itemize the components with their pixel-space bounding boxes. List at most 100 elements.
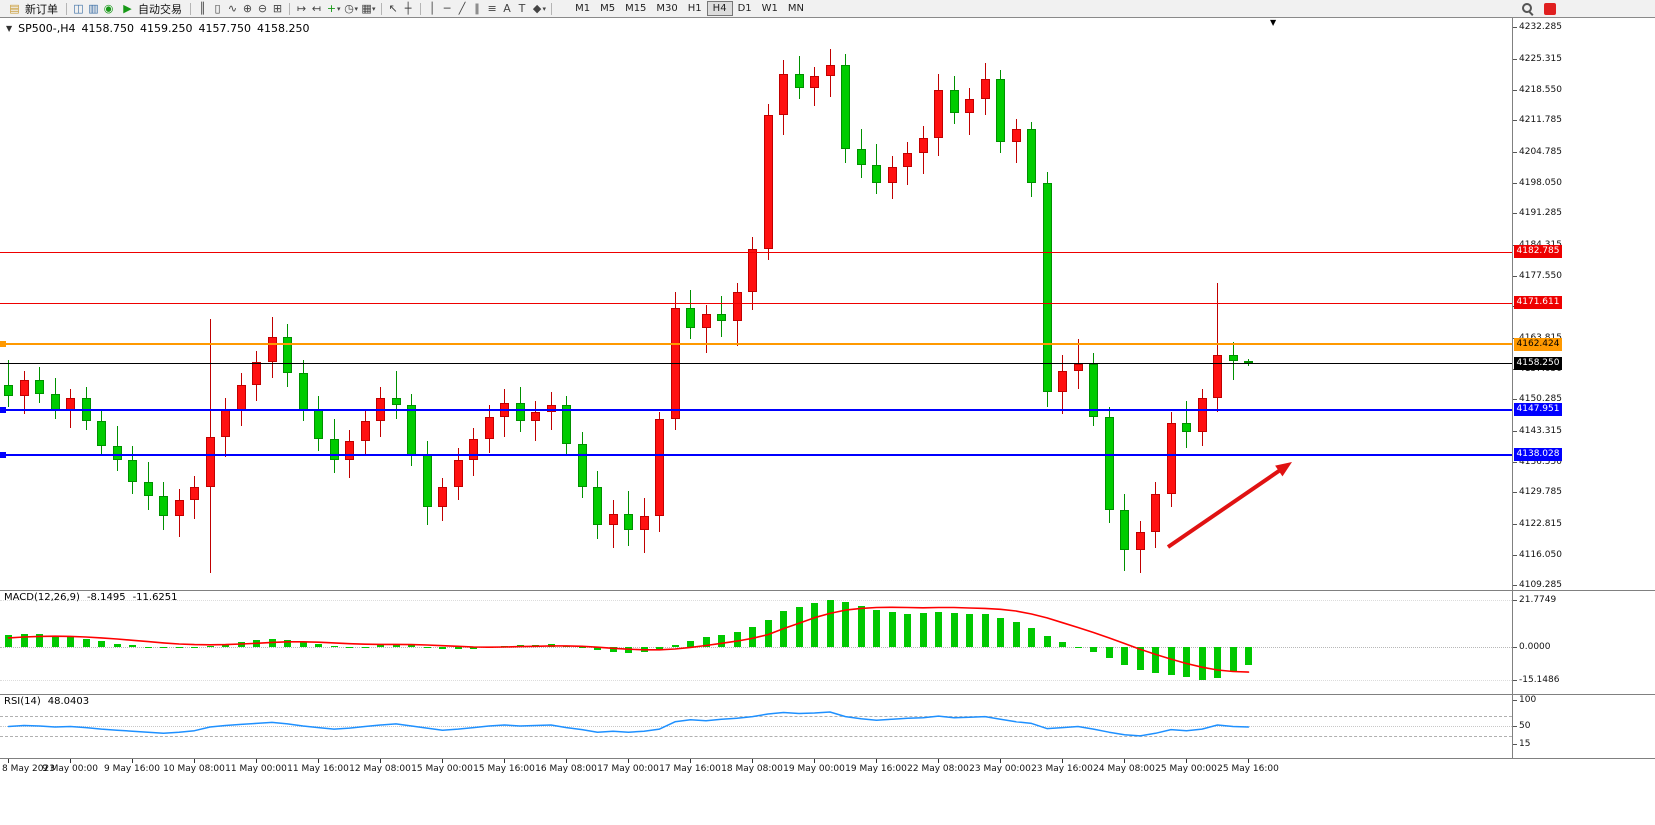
fibonacci-icon[interactable]: ≡ (487, 2, 497, 15)
price-line-label[interactable]: 4158.250 (1514, 356, 1562, 370)
candle-body (546, 405, 556, 412)
x-axis-tick (566, 759, 567, 763)
shapes-icon[interactable]: ◆ (532, 2, 542, 15)
candle-wick (1232, 341, 1234, 381)
price-line-left-marker[interactable] (0, 451, 6, 458)
timeframe-button-mn[interactable]: MN (787, 3, 804, 14)
auto-scroll-icon[interactable]: ↦ (296, 2, 307, 15)
price-line[interactable] (0, 343, 1512, 346)
trendline-icon[interactable]: ╱ (458, 2, 466, 15)
price-line-label[interactable]: 4138.028 (1514, 448, 1562, 462)
zoom-out-icon[interactable]: ⊖ (257, 2, 268, 15)
candle-body (1213, 355, 1222, 399)
y-axis-label: 4129.785 (1519, 487, 1562, 498)
price-line[interactable] (0, 302, 1512, 304)
crosshair-icon[interactable]: ┼ (404, 2, 412, 15)
rsi-level-line (0, 726, 1512, 727)
macd-histogram-bar (408, 645, 415, 647)
vertical-line-icon[interactable]: │ (428, 2, 436, 15)
horizontal-line-icon[interactable]: ─ (443, 2, 451, 15)
search-icon[interactable] (1521, 2, 1534, 15)
candle-wick (1217, 282, 1218, 412)
trend-arrow-head[interactable] (1275, 462, 1292, 477)
notification-badge-icon[interactable] (1544, 2, 1556, 15)
timeframe-button-h1[interactable]: H1 (687, 3, 702, 14)
templates-icon[interactable]: ▦ (361, 2, 372, 15)
macd-signal-value: -11.6251 (132, 592, 178, 603)
bar-chart-icon[interactable]: ║ (199, 2, 206, 15)
y-axis-label: 4204.785 (1519, 147, 1562, 158)
shapes-dropdown-caret[interactable]: ▾ (542, 4, 547, 13)
candle-body (329, 439, 339, 460)
timeframe-button-m1[interactable]: M1 (575, 3, 591, 14)
macd-histogram-bar (1059, 642, 1066, 647)
candle-body (236, 384, 246, 410)
candle-body (887, 167, 897, 183)
chart-window-icon[interactable]: ◫ (73, 2, 84, 15)
macd-histogram-bar (594, 647, 601, 651)
time-axis-line[interactable] (0, 758, 1655, 759)
macd-histogram-bar (811, 603, 818, 647)
trend-arrow-shaft[interactable] (1166, 467, 1284, 549)
new-order-button[interactable]: ▤ 新订单 (3, 1, 62, 16)
price-line-label[interactable]: 4147.951 (1514, 403, 1562, 417)
price-line-label[interactable]: 4162.424 (1514, 337, 1562, 351)
auto-trading-icon: ▶ (123, 2, 132, 15)
x-axis-label: 15 May 16:00 (473, 764, 535, 774)
macd-histogram-bar (966, 614, 973, 647)
timeframe-button-w1[interactable]: W1 (761, 3, 778, 14)
chart-shift-icon[interactable]: ↤ (311, 2, 322, 15)
candle-body (918, 137, 928, 154)
candle-body (949, 89, 959, 113)
price-line-label[interactable]: 4182.785 (1514, 245, 1562, 259)
price-line[interactable] (0, 408, 1512, 411)
periods-dropdown-caret[interactable]: ▾ (354, 4, 359, 13)
ohlc-high: 4159.250 (140, 22, 193, 35)
x-axis-label: 19 May 00:00 (783, 764, 845, 774)
candle-wick (395, 371, 397, 419)
timeframe-button-m30[interactable]: M30 (656, 3, 678, 14)
timeframe-button-m15[interactable]: M15 (625, 3, 647, 14)
candle-body (608, 514, 618, 526)
channel-icon[interactable]: ∥ (474, 2, 480, 15)
price-line-left-marker[interactable] (0, 406, 6, 413)
tile-windows-icon[interactable]: ⊞ (272, 2, 283, 15)
price-line[interactable] (0, 453, 1512, 456)
periods-icon[interactable]: ◷ (344, 2, 354, 15)
candle-body (283, 337, 292, 374)
macd-histogram-bar (1136, 647, 1144, 670)
candlestick-chart-icon[interactable]: ▯ (214, 2, 221, 15)
price-line[interactable] (0, 363, 1512, 365)
chart-shift-marker-icon[interactable]: ▼ (1270, 18, 1277, 27)
pane-separator[interactable] (0, 590, 1655, 591)
indicator-dropdown-caret[interactable]: ▾ (337, 4, 341, 13)
line-chart-icon[interactable]: ∿ (227, 2, 238, 15)
macd-label-row: MACD(12,26,9) -8.1495 -11.6251 (4, 592, 178, 603)
price-line-left-marker[interactable] (0, 341, 6, 348)
candle-body (965, 99, 974, 113)
macd-histogram-bar (253, 640, 260, 647)
label-tool-icon[interactable]: T (518, 2, 526, 15)
timeframe-button-d1[interactable]: D1 (737, 3, 752, 14)
one-click-trading-toggle[interactable]: ▼ (6, 24, 13, 33)
timeframe-button-m5[interactable]: M5 (600, 3, 616, 14)
profile-icon[interactable]: ▥ (88, 2, 99, 15)
refresh-icon[interactable]: ◉ (103, 2, 114, 15)
templates-dropdown-caret[interactable]: ▾ (372, 4, 376, 13)
pane-separator[interactable] (0, 694, 1655, 695)
macd-histogram-bar (67, 637, 74, 647)
ohlc-low: 4157.750 (198, 22, 252, 35)
macd-histogram-bar (640, 647, 648, 653)
candle-body (1104, 416, 1114, 510)
cursor-icon[interactable]: ↖ (388, 2, 398, 15)
add-indicator-icon[interactable]: + (326, 2, 337, 15)
auto-trading-button[interactable]: ▶ 自动交易 (116, 1, 186, 16)
timeframe-button-h4[interactable]: H4 (706, 1, 733, 16)
price-line-label[interactable]: 4171.611 (1514, 296, 1562, 310)
text-tool-icon[interactable]: A (503, 2, 511, 15)
macd-signal-line (7, 606, 1250, 673)
zoom-in-icon[interactable]: ⊕ (242, 2, 253, 15)
price-line[interactable] (0, 251, 1512, 253)
